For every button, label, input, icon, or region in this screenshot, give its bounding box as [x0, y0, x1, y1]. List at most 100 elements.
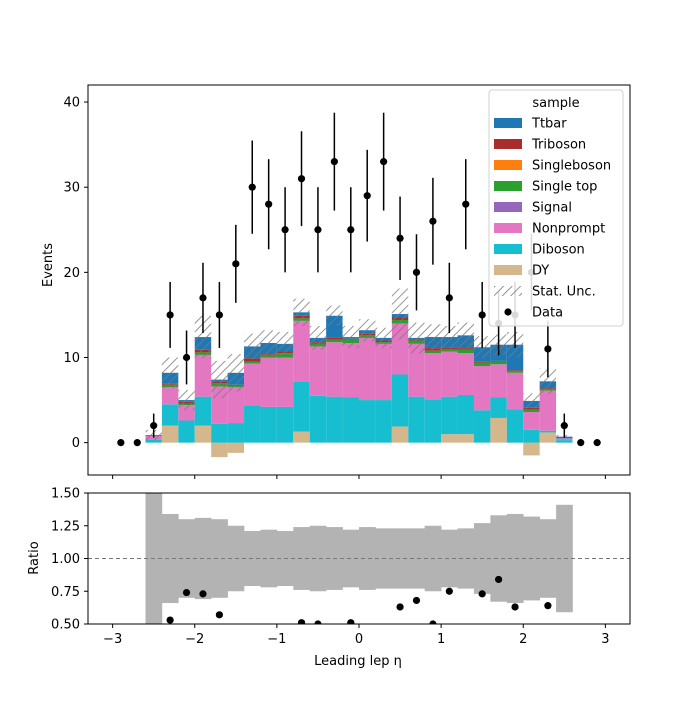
ratio-point [478, 590, 486, 598]
ratio-unc-bin [457, 528, 475, 589]
ratio-unc-bin [391, 528, 409, 589]
ratio-unc-bin [441, 529, 458, 588]
stat-unc-bin [293, 298, 310, 326]
bar-dy [457, 434, 474, 443]
data-point [117, 439, 125, 447]
bar-nonprompt [408, 343, 425, 397]
bar-nonprompt [457, 353, 474, 395]
data-point [577, 439, 585, 447]
bar-dy [293, 431, 310, 443]
bar-nonprompt [276, 357, 294, 407]
ratio-point [445, 587, 453, 595]
bar-diboson [523, 429, 540, 443]
stat-unc-bin [178, 389, 195, 411]
ratio-y-tick-label: 0.75 [51, 585, 80, 600]
ratio-point [314, 620, 322, 624]
stat-unc-bin [441, 325, 458, 349]
ratio-plot: 0.50 0.75 1.00 1.25 1.50 −3 −2 −1 0 1 2 3 [51, 487, 631, 647]
bar-diboson [211, 423, 228, 443]
bar-triboson [490, 360, 507, 362]
data-point [429, 217, 437, 225]
legend-label: Singleboson [532, 159, 611, 174]
bar-nonprompt [326, 342, 343, 397]
bar-nonprompt [161, 387, 179, 405]
ratio-point [297, 619, 306, 624]
bar-diboson [391, 374, 409, 427]
ratio-y-axis-label: Ratio [27, 541, 42, 574]
data-point [347, 226, 355, 234]
legend-label: Ttbar [531, 117, 567, 132]
bar-diboson [161, 404, 179, 426]
stat-unc-bin [424, 324, 442, 350]
bar-diboson [293, 381, 310, 432]
bar-diboson [424, 399, 442, 443]
stat-unc-bin [391, 288, 409, 340]
legend-swatch [494, 286, 522, 296]
ratio-points [166, 575, 552, 624]
bar-single-top [473, 362, 491, 367]
bar-dy [161, 425, 179, 443]
ratio-point [215, 611, 223, 619]
bar-nonprompt [375, 343, 392, 401]
data-point [396, 234, 404, 242]
y-tick-label: 40 [63, 96, 80, 111]
stat-unc-bin [326, 305, 343, 326]
y-axis-label: Events [41, 243, 56, 287]
data-point [199, 294, 207, 302]
bar-diboson [194, 396, 212, 426]
bar-triboson [473, 361, 491, 363]
stat-unc-bin [260, 330, 277, 356]
legend-swatch [494, 202, 522, 212]
stat-unc-bin [342, 325, 359, 349]
legend-swatch [494, 118, 522, 128]
bar-dy [227, 442, 245, 453]
legend-swatch [494, 244, 522, 254]
ratio-y-tick-label: 1.00 [51, 552, 80, 567]
ratio-point [347, 619, 355, 624]
ratio-point [166, 616, 174, 624]
data-points [117, 112, 601, 447]
legend-label: Nonprompt [532, 222, 605, 237]
legend-box [488, 89, 624, 327]
legend-marker [504, 308, 512, 316]
legend-swatch [494, 181, 522, 191]
x-tick-label: 3 [601, 632, 609, 647]
ratio-unc-bin [539, 519, 557, 598]
bar-single-top [506, 371, 524, 373]
bar-diboson [244, 405, 261, 443]
ratio-y-tick-label: 1.50 [51, 487, 80, 502]
x-tick-label: −3 [103, 632, 122, 647]
x-tick-label: 1 [437, 632, 445, 647]
bar-diboson [326, 396, 343, 443]
data-point [544, 345, 552, 353]
data-point [445, 294, 453, 302]
ratio-point [544, 602, 552, 610]
data-point [215, 311, 223, 319]
y-tick-label: 10 [63, 351, 80, 366]
legend-label: Data [532, 306, 563, 321]
bar-diboson [375, 400, 392, 443]
ratio-unc-bin [490, 515, 508, 602]
bar-dy [539, 432, 557, 443]
bar-single-top [326, 339, 343, 343]
stat-unc-bin [211, 360, 228, 399]
data-point [248, 183, 256, 191]
ratio-unc-bin [309, 525, 327, 592]
data-point [462, 200, 470, 208]
x-tick-label: −2 [185, 632, 204, 647]
data-point [593, 439, 601, 447]
legend-swatch [494, 139, 522, 149]
stat-unc-bin [194, 315, 212, 359]
stat-unc-bin [161, 357, 179, 389]
bar-diboson [506, 409, 524, 443]
bar-diboson [309, 395, 327, 443]
bar-triboson [244, 358, 261, 362]
ratio-point [396, 603, 404, 611]
x-axis-label: Leading lep η [314, 654, 402, 669]
ratio-point [412, 596, 421, 605]
bar-nonprompt [227, 387, 245, 424]
bar-diboson [441, 396, 458, 435]
ratio-y-tick-label: 0.50 [51, 618, 80, 633]
bar-nonprompt [490, 364, 507, 398]
bar-diboson [457, 394, 474, 435]
